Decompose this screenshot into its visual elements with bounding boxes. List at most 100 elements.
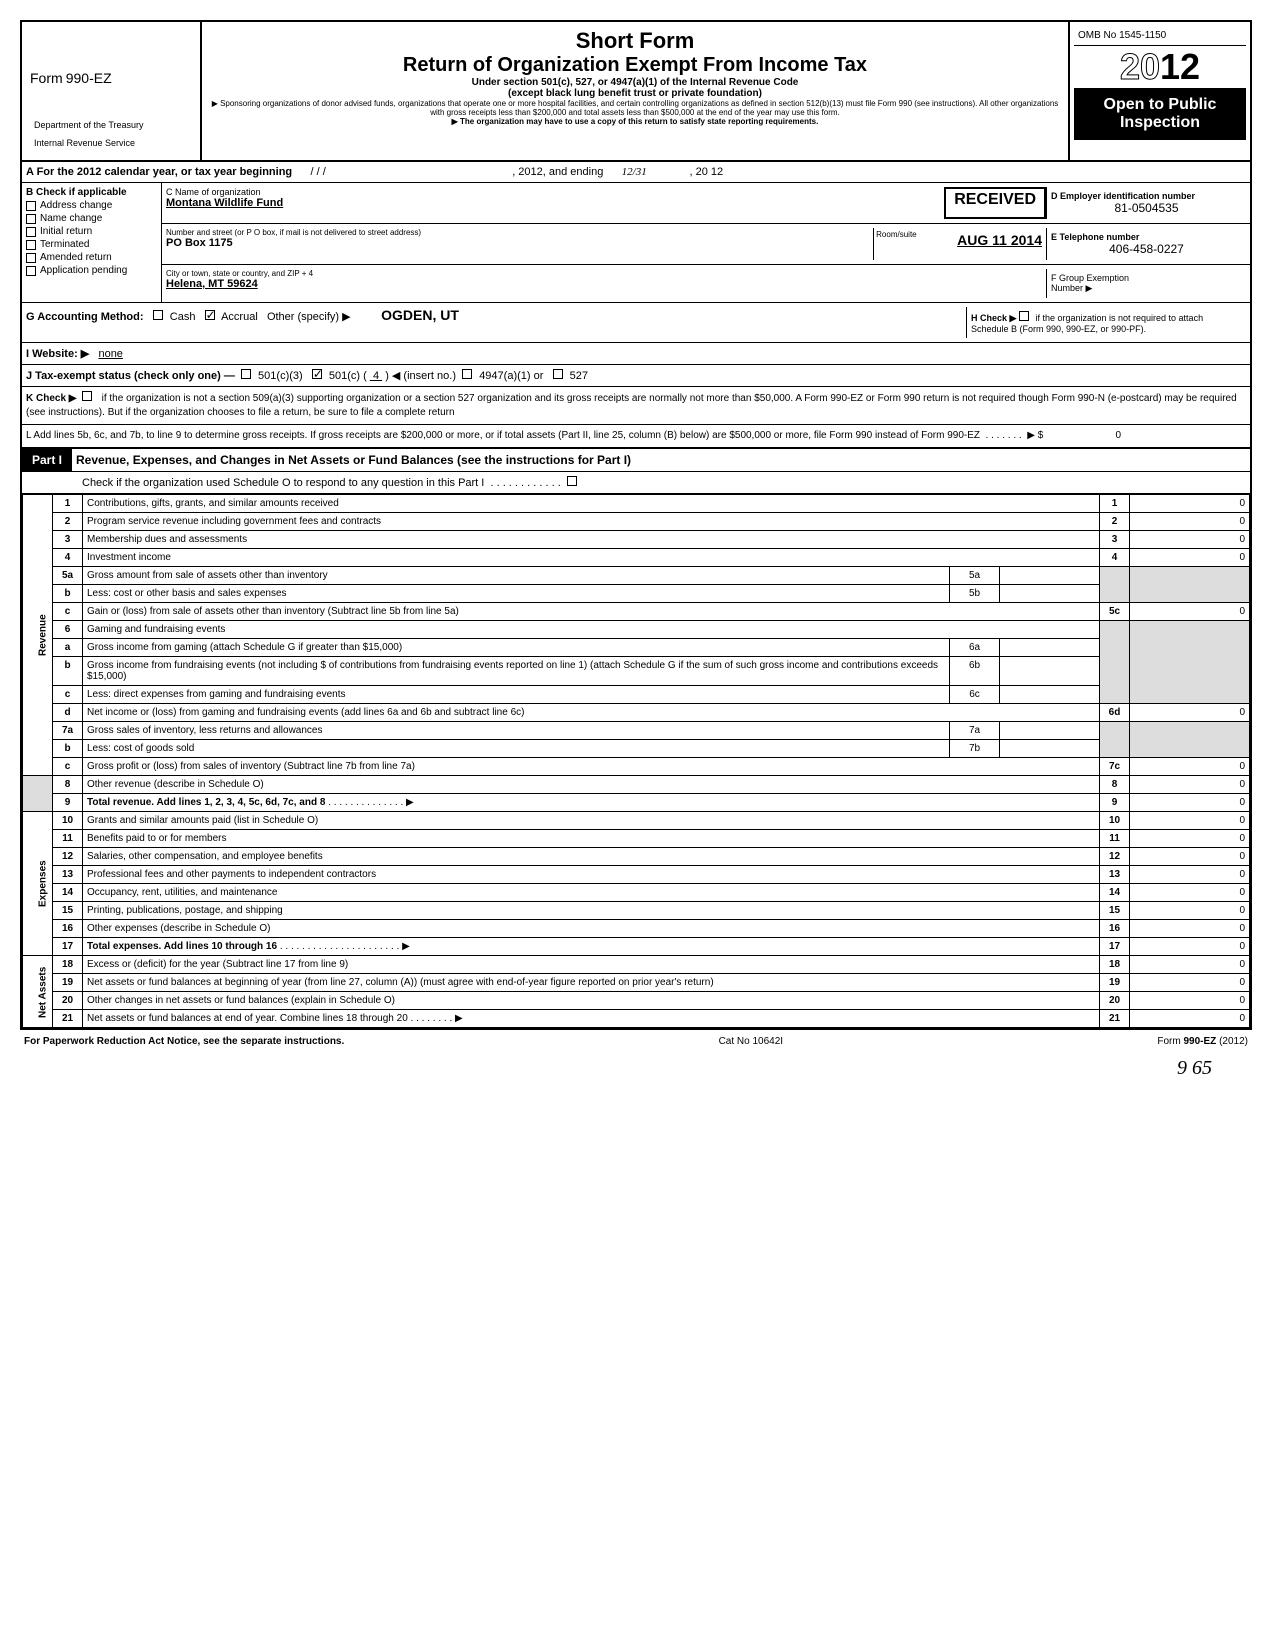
footer-left: For Paperwork Reduction Act Notice, see … <box>24 1036 344 1047</box>
line-6-num: 6 <box>53 621 83 639</box>
schedule-o-text: Check if the organization used Schedule … <box>82 477 484 489</box>
line-13-box: 13 <box>1100 866 1130 884</box>
line-9: 9 Total revenue. Add lines 1, 2, 3, 4, 5… <box>23 794 1250 812</box>
main-info-row: B Check if applicable Address change Nam… <box>22 183 1250 303</box>
j-opt2-suffix: ) ◀ (insert no.) <box>385 370 456 382</box>
check-initial-return[interactable]: Initial return <box>26 226 157 237</box>
section-g-label: G Accounting Method: <box>26 311 144 323</box>
section-g-row: G Accounting Method: Cash Accrual Other … <box>22 303 1250 343</box>
line-3-desc: Membership dues and assessments <box>83 531 1100 549</box>
line-13-val: 0 <box>1130 866 1250 884</box>
line-6c-desc: Less: direct expenses from gaming and fu… <box>83 686 950 704</box>
section-f: F Group Exemption Number ▶ <box>1046 269 1246 298</box>
line-9-val: 0 <box>1130 794 1250 812</box>
handwritten-note: 9 65 <box>20 1053 1252 1084</box>
address-row: Number and street (or P O box, if mail i… <box>162 224 1250 265</box>
employer-id-value: 81-0504535 <box>1051 201 1242 215</box>
cash-checkbox[interactable] <box>153 310 163 320</box>
check-label-1: Name change <box>40 213 102 224</box>
line-6d-num: d <box>53 704 83 722</box>
city-left: City or town, state or country, and ZIP … <box>166 269 1046 298</box>
schedule-o-checkbox[interactable] <box>567 476 577 486</box>
org-name: Montana Wildlife Fund <box>166 197 904 209</box>
org-name-left: C Name of organization Montana Wildlife … <box>166 187 904 219</box>
line-13-num: 13 <box>53 866 83 884</box>
line-14-val: 0 <box>1130 884 1250 902</box>
part1-label: Part I <box>22 449 72 471</box>
return-title: Return of Organization Exempt From Incom… <box>208 54 1062 77</box>
cash-label: Cash <box>170 311 196 323</box>
j-opt1-check[interactable] <box>241 369 251 379</box>
line-14-desc: Occupancy, rent, utilities, and maintena… <box>83 884 1100 902</box>
line-6-desc: Gaming and fundraising events <box>83 621 1100 639</box>
check-label-3: Terminated <box>40 239 89 250</box>
line-6c: c Less: direct expenses from gaming and … <box>23 686 1250 704</box>
line-6b-sub: 6b <box>950 657 1000 686</box>
line-6d-desc: Net income or (loss) from gaming and fun… <box>83 704 1100 722</box>
footer-row: For Paperwork Reduction Act Notice, see … <box>20 1030 1252 1053</box>
line-17-desc: Total expenses. Add lines 10 through 16 <box>87 941 277 952</box>
address-value: PO Box 1175 <box>166 237 873 249</box>
check-amended[interactable]: Amended return <box>26 252 157 263</box>
section-k-text: if the organization is not a section 509… <box>26 393 1237 418</box>
accrual-checkbox[interactable] <box>205 310 215 320</box>
line-7b-num: b <box>53 740 83 758</box>
line-19-num: 19 <box>53 974 83 992</box>
section-a-label: A For the 2012 calendar year, or tax yea… <box>26 166 292 178</box>
line-18-val: 0 <box>1130 956 1250 974</box>
line-8-box: 8 <box>1100 776 1130 794</box>
line-7a-sub: 7a <box>950 722 1000 740</box>
section-d: D Employer identification number 81-0504… <box>1046 187 1246 219</box>
address-left: Number and street (or P O box, if mail i… <box>166 228 873 260</box>
line-8-desc: Other revenue (describe in Schedule O) <box>83 776 1100 794</box>
telephone-value: 406-458-0227 <box>1051 242 1242 256</box>
j-opt4: 527 <box>570 370 588 382</box>
line-16-val: 0 <box>1130 920 1250 938</box>
line-7c: c Gross profit or (loss) from sales of i… <box>23 758 1250 776</box>
city-label: City or town, state or country, and ZIP … <box>166 269 1046 278</box>
except-text: (except black lung benefit trust or priv… <box>208 88 1062 99</box>
sponsoring-text: ▶ Sponsoring organizations of donor advi… <box>208 99 1062 117</box>
line-6b-desc: Gross income from fundraising events (no… <box>83 657 950 686</box>
line-11-num: 11 <box>53 830 83 848</box>
line-2-num: 2 <box>53 513 83 531</box>
j-opt3-check[interactable] <box>462 369 472 379</box>
line-15: 15 Printing, publications, postage, and … <box>23 902 1250 920</box>
j-opt2-check[interactable] <box>312 369 322 379</box>
line-5b-num: b <box>53 585 83 603</box>
j-opt2: 501(c) ( <box>329 370 367 382</box>
line-1-box: 1 <box>1100 495 1130 513</box>
section-d-label: D Employer identification number <box>1051 191 1242 201</box>
line-10-desc: Grants and similar amounts paid (list in… <box>83 812 1100 830</box>
line-12: 12 Salaries, other compensation, and emp… <box>23 848 1250 866</box>
check-name-change[interactable]: Name change <box>26 213 157 224</box>
line-3-val: 0 <box>1130 531 1250 549</box>
k-checkbox[interactable] <box>82 391 92 401</box>
line-11: 11 Benefits paid to or for members 11 0 <box>23 830 1250 848</box>
line-7a-desc: Gross sales of inventory, less returns a… <box>83 722 950 740</box>
net-assets-side-label: Net Assets <box>23 956 53 1028</box>
line-17-num: 17 <box>53 938 83 956</box>
line-14-num: 14 <box>53 884 83 902</box>
line-7b-sub: 7b <box>950 740 1000 758</box>
check-address-change[interactable]: Address change <box>26 200 157 211</box>
line-10: Expenses 10 Grants and similar amounts p… <box>23 812 1250 830</box>
check-label-2: Initial return <box>40 226 92 237</box>
line-2: 2 Program service revenue including gove… <box>23 513 1250 531</box>
line-18-desc: Excess or (deficit) for the year (Subtra… <box>83 956 1100 974</box>
section-k: K Check ▶ if the organization is not a s… <box>22 387 1250 425</box>
line-5a-num: 5a <box>53 567 83 585</box>
j-opt4-check[interactable] <box>553 369 563 379</box>
check-pending[interactable]: Application pending <box>26 265 157 276</box>
line-11-desc: Benefits paid to or for members <box>83 830 1100 848</box>
line-10-val: 0 <box>1130 812 1250 830</box>
line-6b-num: b <box>53 657 83 686</box>
section-l-value: 0 <box>1116 430 1122 441</box>
check-terminated[interactable]: Terminated <box>26 239 157 250</box>
line-6c-num: c <box>53 686 83 704</box>
city-row: City or town, state or country, and ZIP … <box>162 265 1250 302</box>
line-9-desc: Total revenue. Add lines 1, 2, 3, 4, 5c,… <box>87 797 325 808</box>
h-checkbox[interactable] <box>1019 311 1029 321</box>
form-container: Form 990-EZ Department of the Treasury I… <box>20 20 1252 1030</box>
lines-table: Revenue 1 Contributions, gifts, grants, … <box>22 494 1250 1028</box>
